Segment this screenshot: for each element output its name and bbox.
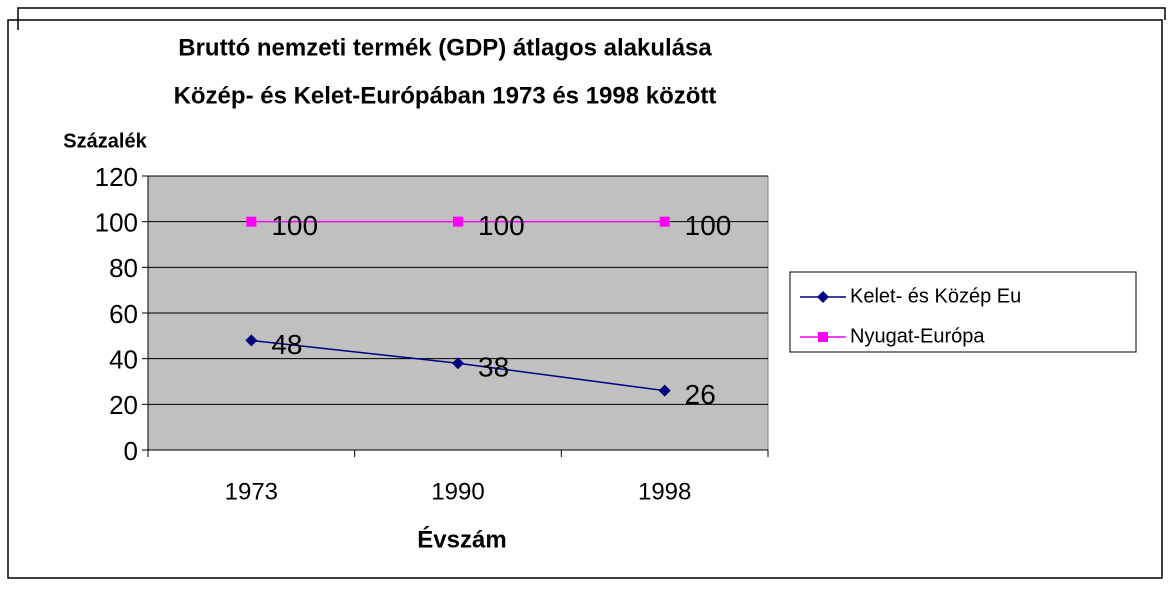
data-label: 100 [271, 210, 318, 241]
data-label: 26 [685, 379, 716, 410]
y-axis-label: Százalék [63, 130, 147, 152]
chart-title: Közép- és Kelet-Európában 1973 és 1998 k… [174, 82, 717, 109]
legend-label: Kelet- és Közép Eu [850, 285, 1021, 307]
frame-edge [17, 7, 1166, 30]
data-label: 38 [478, 352, 509, 383]
legend-box [789, 271, 1137, 353]
data-point [453, 216, 463, 227]
data-label: 48 [271, 329, 302, 360]
x-axis-label: Évszám [417, 525, 506, 553]
data-label: 100 [685, 210, 732, 241]
legend-label: Nyugat-Európa [850, 325, 985, 347]
legend-marker [817, 291, 829, 303]
y-tick-label: 100 [95, 208, 138, 238]
y-tick-label: 20 [109, 390, 138, 420]
x-tick-label: 1998 [638, 478, 691, 505]
x-tick-label: 1990 [431, 478, 484, 505]
y-tick-label: 120 [95, 162, 138, 192]
data-point [246, 216, 257, 227]
legend-marker [818, 332, 828, 342]
y-tick-label: 60 [109, 299, 138, 329]
y-tick-label: 0 [124, 436, 138, 466]
chart-title: Bruttó nemzeti termék (GDP) átlagos alak… [178, 34, 712, 61]
chart-frame [7, 19, 1163, 579]
data-point [659, 216, 670, 227]
x-tick-label: 1973 [225, 478, 278, 505]
data-point [658, 384, 671, 397]
y-tick-label: 80 [109, 253, 138, 283]
y-tick-label: 40 [109, 345, 138, 375]
data-point [452, 357, 464, 370]
data-point [245, 334, 258, 347]
data-label: 100 [478, 210, 525, 241]
